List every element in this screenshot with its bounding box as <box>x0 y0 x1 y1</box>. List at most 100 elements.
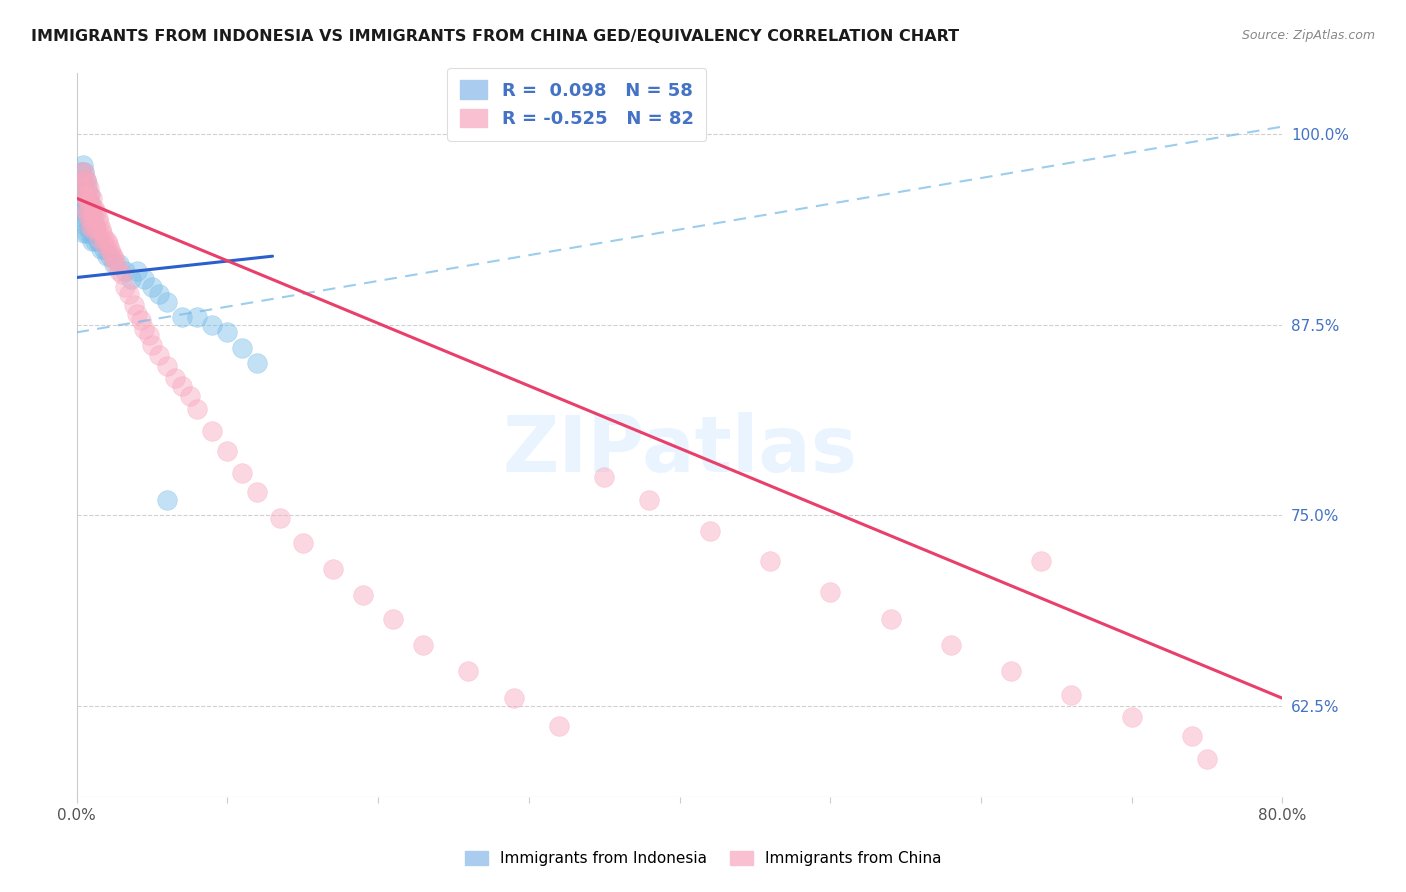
Point <box>1000 664 1022 678</box>
Point <box>148 287 170 301</box>
Point <box>80 206 103 220</box>
Point <box>548 719 571 733</box>
Point <box>82 211 104 225</box>
Point <box>82 216 104 230</box>
Point <box>1121 709 1143 723</box>
Point <box>138 328 160 343</box>
Point <box>141 279 163 293</box>
Point <box>75 188 97 202</box>
Point <box>291 535 314 549</box>
Point <box>80 219 103 233</box>
Point <box>134 272 156 286</box>
Point <box>70 165 93 179</box>
Point <box>1031 554 1053 568</box>
Text: ZIPatlas: ZIPatlas <box>502 412 858 488</box>
Point <box>79 227 101 241</box>
Point <box>170 378 193 392</box>
Point <box>93 242 115 256</box>
Point <box>125 307 148 321</box>
Point <box>593 470 616 484</box>
Point <box>79 219 101 233</box>
Point <box>382 612 405 626</box>
Point <box>89 234 111 248</box>
Point <box>1181 730 1204 744</box>
Point <box>246 485 269 500</box>
Point <box>156 294 179 309</box>
Point <box>93 237 115 252</box>
Point <box>170 310 193 325</box>
Point <box>111 268 134 282</box>
Point <box>75 188 97 202</box>
Point <box>156 359 179 373</box>
Point <box>73 211 96 225</box>
Point <box>352 588 374 602</box>
Point <box>76 211 98 225</box>
Point <box>76 176 98 190</box>
Point <box>939 638 962 652</box>
Point <box>72 173 94 187</box>
Point <box>93 231 115 245</box>
Point <box>201 318 224 332</box>
Point <box>84 206 107 220</box>
Point <box>77 219 100 233</box>
Point <box>72 173 94 187</box>
Legend: R =  0.098   N = 58, R = -0.525   N = 82: R = 0.098 N = 58, R = -0.525 N = 82 <box>447 68 706 141</box>
Point <box>457 664 479 678</box>
Point <box>820 584 842 599</box>
Point <box>90 242 112 256</box>
Point <box>86 211 108 225</box>
Point <box>98 249 121 263</box>
Point <box>269 511 291 525</box>
Point <box>100 246 122 260</box>
Point <box>101 249 124 263</box>
Point <box>322 562 344 576</box>
Point <box>89 231 111 245</box>
Point <box>69 188 91 202</box>
Point <box>75 219 97 233</box>
Point <box>83 219 105 233</box>
Point <box>77 188 100 202</box>
Point <box>120 272 142 286</box>
Point <box>97 237 120 252</box>
Point <box>699 524 721 538</box>
Point <box>70 165 93 179</box>
Point <box>107 257 129 271</box>
Point <box>141 337 163 351</box>
Point <box>76 195 98 210</box>
Point <box>156 493 179 508</box>
Point <box>75 173 97 187</box>
Point <box>73 180 96 194</box>
Point <box>103 252 125 267</box>
Point <box>163 371 186 385</box>
Point <box>246 356 269 370</box>
Point <box>231 466 253 480</box>
Point <box>73 180 96 194</box>
Point <box>75 203 97 218</box>
Text: Source: ZipAtlas.com: Source: ZipAtlas.com <box>1241 29 1375 42</box>
Point <box>231 341 253 355</box>
Point <box>82 200 104 214</box>
Point <box>98 242 121 256</box>
Point <box>89 216 111 230</box>
Point <box>122 298 145 312</box>
Point <box>134 322 156 336</box>
Legend: Immigrants from Indonesia, Immigrants from China: Immigrants from Indonesia, Immigrants fr… <box>457 843 949 873</box>
Point <box>70 180 93 194</box>
Point <box>103 257 125 271</box>
Text: IMMIGRANTS FROM INDONESIA VS IMMIGRANTS FROM CHINA GED/EQUIVALENCY CORRELATION C: IMMIGRANTS FROM INDONESIA VS IMMIGRANTS … <box>31 29 959 44</box>
Point <box>201 425 224 439</box>
Point <box>96 234 118 248</box>
Point <box>186 401 208 416</box>
Point <box>131 313 153 327</box>
Point <box>76 191 98 205</box>
Point <box>879 612 901 626</box>
Point <box>80 203 103 218</box>
Point <box>217 326 239 340</box>
Point <box>79 188 101 202</box>
Point <box>107 264 129 278</box>
Point <box>502 691 524 706</box>
Point <box>72 158 94 172</box>
Point <box>77 180 100 194</box>
Point <box>1197 752 1219 766</box>
Point <box>83 203 105 218</box>
